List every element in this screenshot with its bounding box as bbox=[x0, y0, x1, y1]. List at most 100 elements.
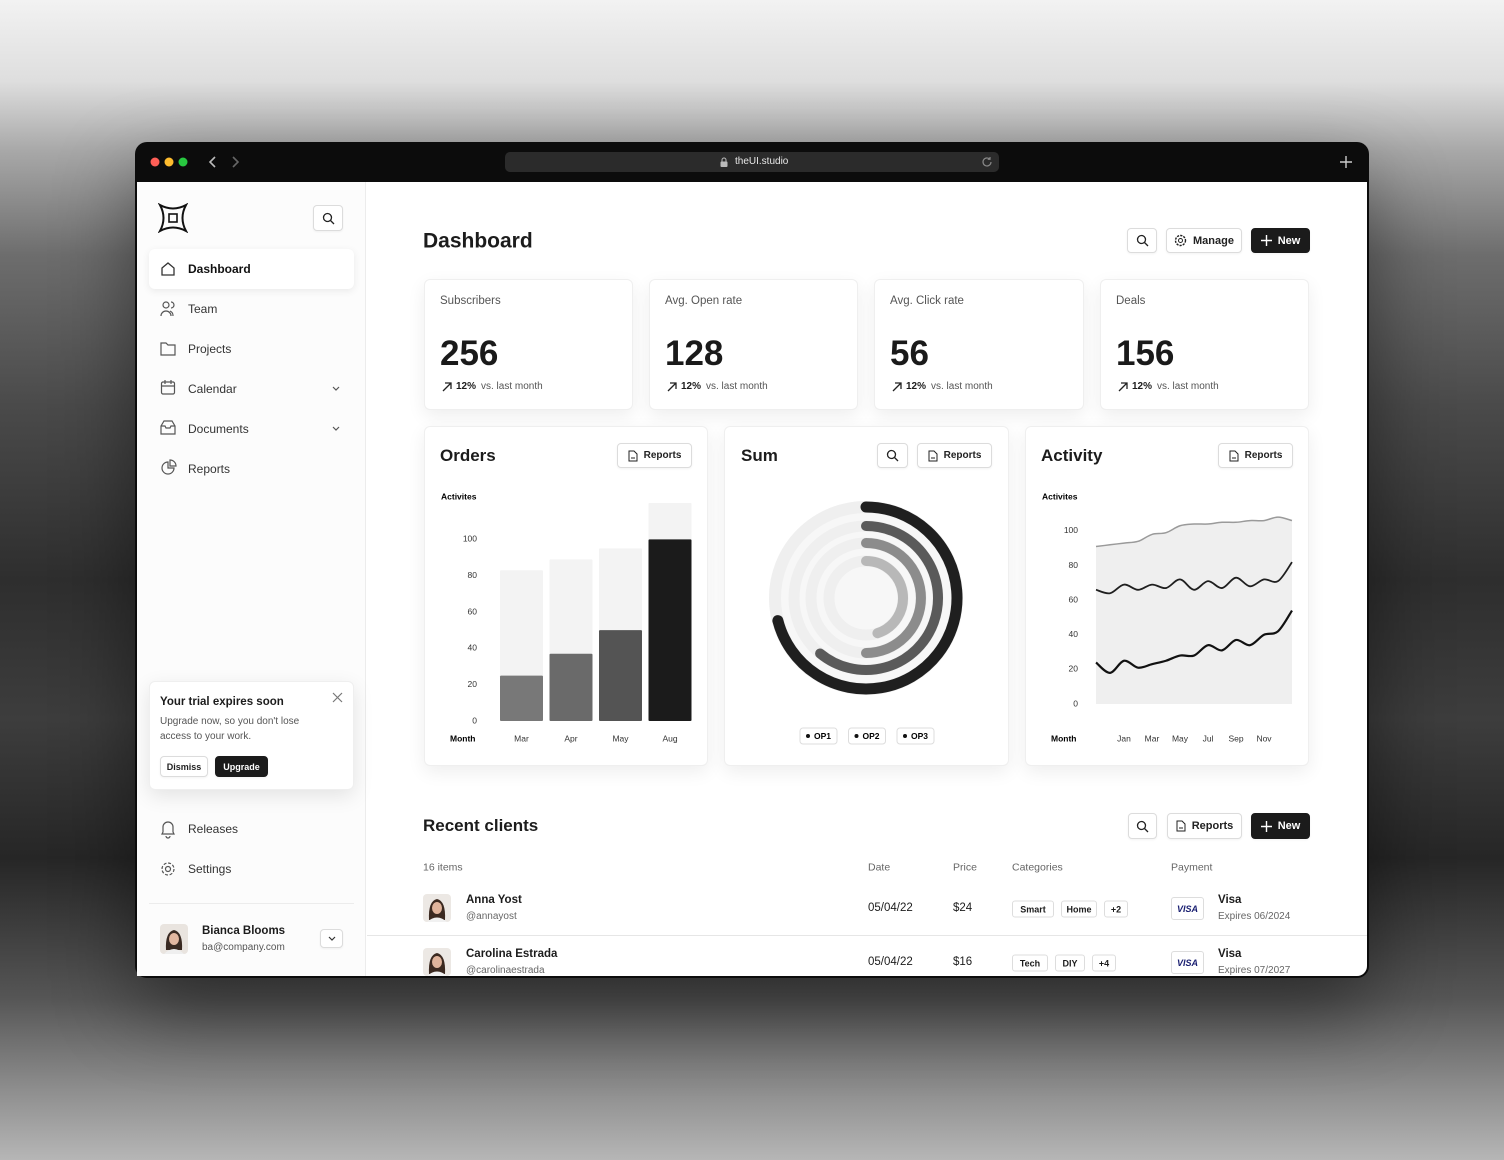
nav-icons-part bbox=[161, 380, 175, 387]
app: Dashboard Team Projects Calendar Documen… bbox=[149, 182, 1367, 976]
client-avatar-part bbox=[432, 902, 442, 914]
legend-dot bbox=[806, 734, 810, 738]
item-count: 16 items bbox=[423, 861, 463, 874]
chart-title: Activity bbox=[1041, 445, 1103, 465]
search-icon-part bbox=[894, 457, 899, 462]
x-tick-label: Jan bbox=[1117, 733, 1131, 743]
manage-button[interactable]: Manage bbox=[1166, 228, 1242, 253]
reload-icon[interactable] bbox=[981, 156, 993, 168]
doc-icon bbox=[1229, 450, 1239, 461]
sidebar-search[interactable] bbox=[313, 205, 343, 231]
stat-card bbox=[424, 279, 633, 410]
payment-method: Visa bbox=[1218, 894, 1242, 907]
search-icon-part bbox=[1143, 242, 1148, 247]
nav-item[interactable]: Calendar bbox=[188, 381, 237, 396]
nav-icons-part bbox=[162, 301, 170, 309]
button-label: Reports bbox=[943, 450, 982, 461]
x-tick-label: Aug bbox=[662, 733, 677, 743]
search-button[interactable] bbox=[1127, 228, 1157, 253]
stat-card bbox=[1100, 279, 1309, 410]
ring-arc bbox=[772, 501, 963, 695]
trend-arrow bbox=[667, 382, 677, 392]
stat-note: vs. last month bbox=[706, 381, 768, 392]
url-bar[interactable] bbox=[505, 152, 999, 172]
ring-arc bbox=[815, 521, 943, 675]
plus-icon-part bbox=[1260, 820, 1272, 832]
reload-icon-part bbox=[982, 157, 992, 167]
category-chip: +4 bbox=[1092, 954, 1116, 972]
category-chip: DIY bbox=[1055, 954, 1085, 972]
nav-item[interactable]: Team bbox=[188, 301, 218, 316]
y-tick-label: 60 bbox=[1069, 594, 1079, 604]
client-avatar-part bbox=[427, 917, 447, 922]
nav-item[interactable]: Dashboard bbox=[188, 261, 251, 276]
nav-icons bbox=[160, 262, 177, 475]
bar bbox=[599, 630, 642, 721]
client-avatar-part bbox=[427, 971, 447, 976]
nav-item[interactable]: Settings bbox=[188, 861, 232, 876]
nav-item[interactable]: Documents bbox=[188, 421, 249, 436]
upgrade-button[interactable]: Upgrade bbox=[215, 756, 268, 777]
plus-icon-part bbox=[1260, 235, 1272, 246]
column-header: Payment bbox=[1171, 861, 1213, 874]
button-label: New bbox=[1277, 820, 1301, 832]
button-label: New bbox=[1277, 234, 1301, 247]
stat-value: 128 bbox=[665, 334, 724, 373]
client-handle: @annayost bbox=[466, 911, 517, 922]
button-label: Dismiss bbox=[166, 761, 202, 772]
search-button[interactable] bbox=[1128, 813, 1157, 839]
user-email: ba@company.com bbox=[202, 942, 285, 953]
client-avatar bbox=[423, 894, 451, 922]
plus-icon bbox=[1260, 820, 1272, 832]
button-label: Manage bbox=[1193, 234, 1234, 247]
y-tick-label: 80 bbox=[1069, 560, 1079, 570]
search-icon bbox=[1136, 820, 1149, 832]
nav-item[interactable]: Releases bbox=[188, 821, 239, 836]
reports-button[interactable]: Reports bbox=[617, 443, 692, 468]
chevron-icon bbox=[328, 936, 335, 941]
new-button[interactable]: New bbox=[1251, 228, 1310, 253]
client-avatar bbox=[423, 948, 451, 976]
legend-label: OP2 bbox=[863, 731, 880, 741]
charts: Activites Month 0 20 40 60 80 100 Mar Apr May Aug OP… bbox=[441, 491, 1293, 745]
doc-icon bbox=[1176, 820, 1186, 832]
nav-icons-part bbox=[160, 381, 176, 395]
dismiss-button[interactable]: Dismiss bbox=[160, 756, 208, 777]
trial-text: Upgrade now, so you don't lose access to… bbox=[160, 716, 300, 742]
trend-arrow-part bbox=[892, 382, 902, 392]
doc-icon bbox=[928, 450, 938, 461]
window-controls-part bbox=[208, 156, 216, 168]
client-handle: @carolinaestrada bbox=[466, 965, 545, 976]
reports-button[interactable]: Reports bbox=[917, 443, 992, 468]
user-menu[interactable] bbox=[320, 929, 343, 948]
trend-arrow-part bbox=[1118, 382, 1128, 392]
logo[interactable] bbox=[158, 203, 188, 233]
nav-item[interactable]: Projects bbox=[188, 341, 232, 356]
search-button[interactable] bbox=[877, 443, 908, 468]
stat-card bbox=[649, 279, 858, 410]
nav-chevrons[interactable] bbox=[331, 385, 341, 435]
search-icon bbox=[1136, 234, 1148, 247]
trial-close[interactable] bbox=[332, 692, 343, 703]
button-label: Upgrade bbox=[223, 761, 260, 772]
reports-button[interactable]: Reports bbox=[1167, 813, 1242, 839]
user-avatar[interactable] bbox=[160, 924, 188, 954]
axis-title: Month bbox=[1051, 733, 1077, 743]
nav-item[interactable]: Reports bbox=[188, 461, 231, 476]
window-controls-part bbox=[232, 156, 240, 168]
reports-button[interactable]: Reports bbox=[1218, 443, 1293, 468]
lock-icon bbox=[720, 157, 728, 167]
x-tick-label: May bbox=[1172, 733, 1189, 743]
x-tick-label: Apr bbox=[564, 733, 577, 743]
new-tab-icon[interactable] bbox=[1339, 155, 1353, 169]
line bbox=[1095, 609, 1293, 674]
window-controls-part bbox=[150, 157, 160, 167]
stat-label: Avg. Open rate bbox=[665, 295, 743, 308]
ring-arc bbox=[861, 556, 908, 639]
client-price: $24 bbox=[953, 902, 973, 915]
new-button[interactable]: New bbox=[1251, 813, 1310, 839]
footer-nav-icons bbox=[161, 821, 175, 876]
x-tick-label: May bbox=[612, 733, 629, 743]
trend-arrow-part bbox=[442, 382, 452, 392]
